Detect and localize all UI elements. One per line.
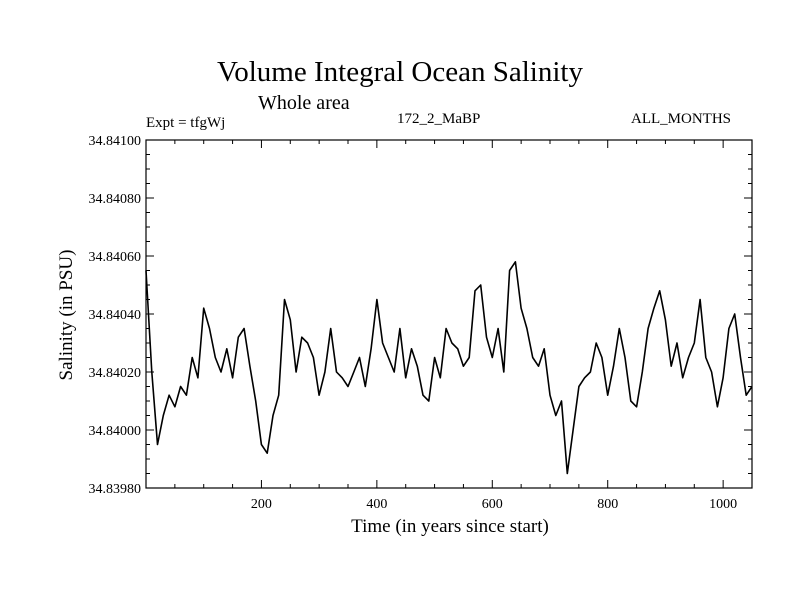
experiment-label: Expt = tfgWj — [146, 115, 226, 131]
x-tick-label: 800 — [597, 497, 618, 512]
x-tick-label: 1000 — [709, 497, 737, 512]
y-axis-label: Salinity (in PSU) — [56, 249, 77, 381]
chart-subtitle: Whole area — [258, 92, 350, 114]
y-tick-label: 34.84060 — [89, 250, 142, 265]
plot-frame — [145, 139, 753, 489]
run-label: 172_2_MaBP — [397, 111, 481, 127]
period-label: ALL_MONTHS — [631, 111, 731, 127]
series-line-salinity — [145, 260, 753, 475]
y-tick-label: 34.84040 — [89, 308, 142, 323]
y-tick-label: 34.84080 — [89, 192, 142, 207]
x-axis-label: Time (in years since start) — [351, 516, 549, 537]
x-tick-label: 600 — [482, 497, 503, 512]
y-tick-label: 34.84100 — [89, 134, 142, 149]
y-tick-label: 34.84020 — [89, 366, 142, 381]
x-tick-label: 400 — [366, 497, 387, 512]
x-tick-label: 200 — [251, 497, 272, 512]
y-tick-label: 34.84000 — [89, 424, 142, 439]
chart-title: Volume Integral Ocean Salinity — [217, 56, 583, 88]
y-tick-label: 34.83980 — [89, 482, 142, 497]
